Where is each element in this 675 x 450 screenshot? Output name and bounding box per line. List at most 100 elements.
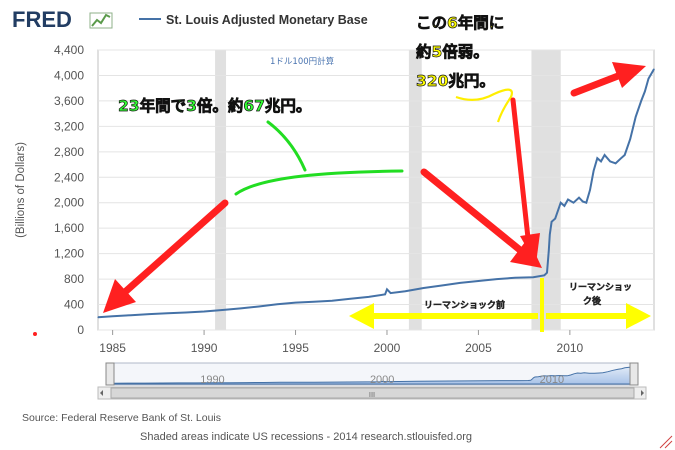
x-tick-label: 1995 <box>282 341 309 355</box>
yellow-brace <box>455 88 513 123</box>
data-point <box>647 78 650 80</box>
y-tick-label: 2,400 <box>54 170 84 184</box>
data-point <box>441 284 443 287</box>
data-point <box>549 233 551 236</box>
y-tick-labels: 0 400 800 1,200 1,600 2,000 2,400 2,800 3,200 3,6… <box>54 43 84 337</box>
x-tick-labels: 1985 1990 1995 2000 2005 2010 <box>99 330 584 355</box>
recession-band <box>531 50 561 330</box>
data-point <box>496 278 498 280</box>
recession-band <box>215 50 227 330</box>
annotation-after-lehman-line2: ク後 <box>583 295 602 307</box>
recession-bands <box>215 50 561 330</box>
plot-area <box>97 49 655 331</box>
annotation-after-lehman-line1: リーマンショッ <box>569 282 632 293</box>
data-point <box>514 277 516 279</box>
navigator-left-handle[interactable] <box>105 362 115 386</box>
data-point <box>294 302 297 304</box>
data-point <box>653 68 655 70</box>
data-point <box>97 316 99 318</box>
data-point <box>600 160 602 162</box>
data-point <box>543 274 545 276</box>
yellow-arrow-before-lehman <box>349 303 538 329</box>
data-point <box>546 272 548 274</box>
navigator-scrollbar[interactable]: III <box>97 386 647 400</box>
navigator-series <box>113 366 631 385</box>
data-point <box>589 189 591 191</box>
data-point <box>148 313 150 315</box>
annotation-six-years-line2: 約5倍弱。 <box>416 42 489 61</box>
scrollbar-grip: III <box>369 391 375 399</box>
data-point <box>651 71 653 73</box>
annotation-before-lehman: リーマンショック前 <box>424 299 505 311</box>
data-point <box>258 305 260 308</box>
data-point <box>422 287 425 289</box>
scroll-left-icon[interactable] <box>100 390 103 396</box>
data-point <box>620 157 622 159</box>
navigator-year-label: 2000 <box>370 374 394 386</box>
y-tick-label: 0 <box>77 323 84 337</box>
fred-logo: FRED <box>12 7 72 32</box>
data-point <box>578 197 580 199</box>
y-tick-label: 1,200 <box>54 247 84 261</box>
fred-logo-icon <box>89 12 113 29</box>
data-point <box>532 276 534 278</box>
y-tick-label: 3,200 <box>54 119 84 133</box>
series-points <box>97 68 655 318</box>
y-tick-label: 800 <box>64 272 84 286</box>
data-point <box>130 314 132 316</box>
data-point <box>629 138 631 140</box>
data-point <box>596 157 598 159</box>
red-arrow-2014 <box>570 62 646 97</box>
data-point <box>593 170 595 172</box>
data-point <box>582 200 584 203</box>
legend-series-name: St. Louis Adjusted Monetary Base <box>166 13 368 27</box>
recession-note: Shaded areas indicate US recessions - 20… <box>140 431 472 443</box>
y-tick-label: 2,800 <box>54 145 84 159</box>
source-text: Source: Federal Reserve Bank of St. Loui… <box>22 412 221 424</box>
data-point <box>614 162 617 164</box>
data-point <box>604 154 606 156</box>
data-point <box>390 292 392 294</box>
data-point <box>572 202 575 204</box>
data-point <box>560 202 562 204</box>
navigator-year-label: 1990 <box>200 374 224 386</box>
scrollbar-thumb[interactable] <box>110 387 635 399</box>
red-arrow-1985 <box>103 199 229 313</box>
data-point <box>635 116 637 118</box>
data-point <box>477 280 480 282</box>
data-point <box>550 221 553 223</box>
data-point <box>386 288 388 290</box>
annotation-23-years: 23年間で3倍。約67兆円。 <box>118 96 311 115</box>
data-point <box>112 315 114 317</box>
data-point <box>240 307 242 309</box>
grid-lines <box>98 49 654 331</box>
data-point <box>166 312 169 314</box>
data-point <box>331 300 333 302</box>
x-tick-label: 2010 <box>557 341 584 355</box>
data-point <box>203 310 205 313</box>
navigator-year-label: 2010 <box>540 374 564 386</box>
y-tick-label: 2,000 <box>54 196 84 210</box>
navigator-right-handle[interactable] <box>629 362 639 386</box>
data-point <box>644 90 646 92</box>
annotation-six-years-line1: この6年間に <box>416 13 504 32</box>
green-bracket-curve <box>234 169 404 196</box>
red-dot <box>33 332 37 336</box>
x-tick-label: 2005 <box>465 341 492 355</box>
y-tick-label: 3,600 <box>54 94 84 108</box>
resize-grip-icon[interactable] <box>659 435 673 449</box>
navigator[interactable]: 1990 2000 2010 <box>105 362 639 386</box>
scroll-right-icon[interactable] <box>641 390 644 396</box>
data-point <box>640 100 642 102</box>
y-tick-label: 1,600 <box>54 221 84 235</box>
green-pointer-curve <box>266 120 307 172</box>
series-line <box>97 68 655 319</box>
data-point <box>349 298 351 300</box>
data-point <box>548 249 550 252</box>
data-point <box>384 293 386 295</box>
data-point <box>585 202 587 204</box>
annotation-exchange-rate: 1ドル100円計算 <box>270 56 335 67</box>
x-tick-label: 2000 <box>374 341 401 355</box>
